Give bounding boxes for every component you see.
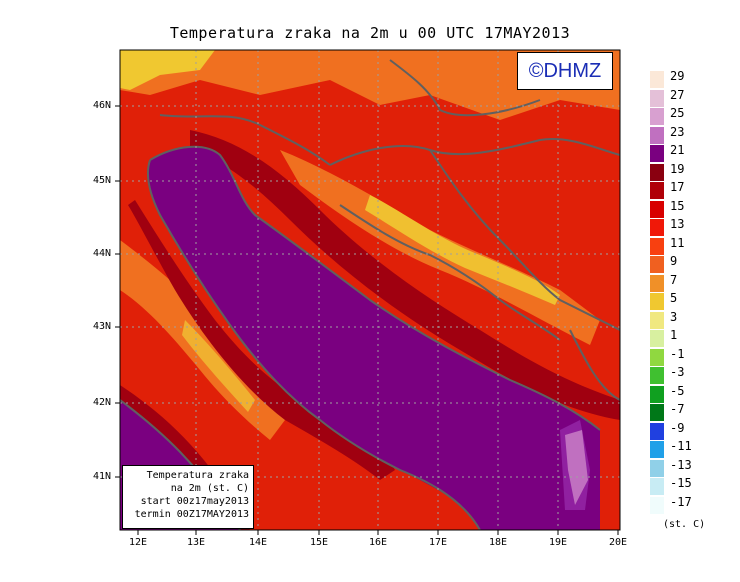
legend-color-box [650,108,664,125]
legend-color-box [650,274,664,292]
legend-color-box [650,182,664,199]
warm-zone-alps [120,50,215,90]
map-title: Temperatura zraka na 2m u 00 UTC 17MAY20… [169,24,571,42]
legend-label: 7 [670,272,678,287]
coastal-band-croatia [190,130,620,420]
legend-label: -7 [670,402,685,416]
legend-color-box [650,145,664,162]
legend-label: -5 [670,383,685,398]
axis-ticks [115,105,619,535]
info-box: Temperatura zraka na 2m (st. C) start 00… [122,465,254,529]
legend-color-box [650,441,664,458]
x-tick-14e: 14E [248,537,268,548]
dinaric-yellow [365,195,560,305]
x-tick-16e: 16E [368,537,388,548]
x-tick-18e: 18E [488,537,508,548]
legend-label: 17 [670,180,685,194]
legend-color-box [650,422,664,440]
warm-zone-north [120,50,620,120]
x-tick-15e: 15E [309,537,329,548]
legend-color-box [650,311,664,329]
legend-label: -15 [670,476,692,490]
legend-color-box [650,404,664,421]
legend-label: 29 [670,69,685,83]
x-tick-17e: 17E [428,537,448,548]
coastlines [120,59,620,530]
legend-color-box [650,256,664,273]
legend-label: -3 [670,365,685,379]
legend-label: 21 [670,143,685,157]
x-tick-12e: 12E [128,537,148,548]
dhmz-logo: ©DHMZ [517,52,613,90]
legend-label: 13 [670,217,685,231]
y-tick-45n: 45N [93,175,112,186]
y-tick-41n: 41N [93,471,112,482]
legend-color-box [650,237,664,255]
legend-label: -13 [670,457,692,472]
y-tick-42n: 42N [93,397,112,408]
legend-label: -11 [670,439,692,453]
legend-color-box [650,126,664,144]
legend-color-box [650,89,664,107]
legend-units: (st. C) [663,519,706,530]
legend-label: 19 [670,161,685,176]
apennine-yellow [182,320,255,412]
info-line-termin: termin 00Z17MAY2013 [134,509,249,520]
legend-label: 23 [670,124,685,139]
x-tick-13e: 13E [186,537,206,548]
legend-color-box [650,496,664,514]
x-tick-20e: 20E [608,537,628,548]
light-purple-patch [565,430,588,505]
legend-color-box [650,459,664,477]
legend-label: 9 [670,254,678,268]
info-line-variable: Temperatura zraka [146,470,249,481]
y-tick-46n: 46N [93,100,112,111]
legend-label: -9 [670,420,685,435]
legend-color-box [650,478,664,495]
x-tick-19e: 19E [548,537,568,548]
y-tick-44n: 44N [93,248,112,259]
legend-label: -17 [670,494,692,509]
legend-color-box [650,293,664,310]
plot-frame [119,49,621,531]
legend-color-box [650,385,664,403]
legend-color-box [650,367,664,384]
legend-color-box [650,348,664,366]
legend-label: 3 [670,309,678,324]
info-line-units: na 2m (st. C) [170,483,249,494]
legend-color-box [650,219,664,236]
legend-label: 27 [670,87,685,102]
legend-label: 11 [670,235,685,250]
adriatic-sea [148,146,600,530]
y-tick-43n: 43N [93,321,112,332]
legend-color-box [650,163,664,181]
legend-label: -1 [670,346,685,361]
info-line-start: start 00z17may2013 [140,496,249,507]
legend-color-box [650,330,664,347]
legend-label: 15 [670,198,685,213]
legend-label: 5 [670,291,678,305]
map-field [120,50,620,530]
legend-color-box [650,200,664,218]
legend-color-box [650,71,664,88]
graticule [120,50,620,530]
legend-label: 25 [670,106,685,120]
legend-label: 1 [670,328,678,342]
